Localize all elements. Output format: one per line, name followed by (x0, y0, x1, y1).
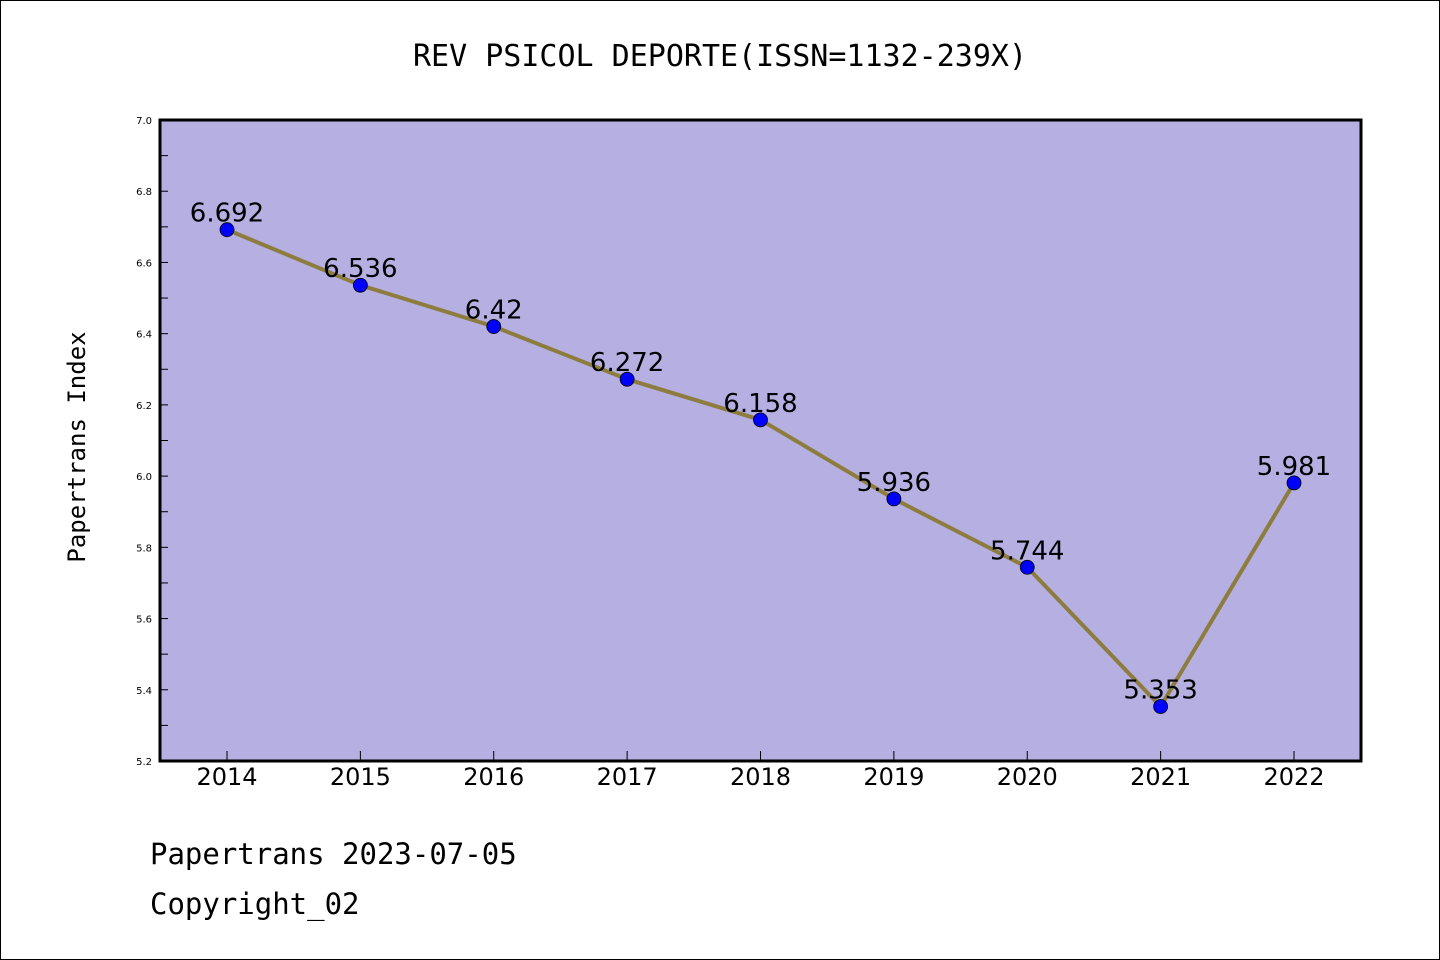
footer-copyright: Copyright_02 (150, 887, 360, 922)
x-tick-label: 2020 (997, 763, 1058, 791)
x-tick-label: 2018 (730, 763, 791, 791)
data-label: 6.158 (723, 389, 797, 419)
data-label: 5.353 (1123, 676, 1197, 706)
x-tick-label: 2017 (597, 763, 658, 791)
data-point (1286, 475, 1302, 491)
footer-date: Papertrans 2023-07-05 (150, 837, 517, 871)
data-point (619, 371, 635, 387)
data-point (219, 222, 235, 238)
data-label: 5.744 (990, 536, 1064, 566)
plot-area (160, 120, 1361, 761)
x-tick-label: 2014 (196, 763, 257, 791)
x-tick-label: 2019 (863, 763, 924, 791)
y-tick-label: 6.0 (136, 472, 152, 483)
data-label: 6.42 (465, 296, 523, 326)
data-point (753, 412, 768, 428)
data-point (352, 277, 368, 293)
data-label: 6.536 (323, 254, 397, 284)
y-axis-ticks: 5.2 5.4 5.6 5.8 6.0 6.2 6.4 6.6 6.8 7.0 (136, 116, 168, 768)
y-tick-label: 5.4 (136, 686, 152, 697)
data-markers (219, 222, 1302, 714)
data-label: 6.272 (590, 348, 664, 378)
plot-border (158, 118, 1363, 763)
y-tick-label: 6.8 (136, 187, 152, 198)
x-tick-label: 2016 (463, 763, 524, 791)
y-tick-label: 6.4 (136, 330, 152, 341)
data-point (1153, 699, 1169, 714)
chart-title: REV PSICOL DEPORTE(ISSN=1132-239X) (413, 39, 1027, 74)
x-tick-label: 2021 (1130, 763, 1191, 791)
y-tick-label: 5.6 (136, 615, 152, 626)
data-point (486, 319, 502, 334)
x-tick-label: 2015 (330, 763, 391, 791)
y-tick-label: 5.8 (136, 543, 152, 554)
data-label: 6.692 (190, 199, 264, 229)
y-tick-label: 6.2 (136, 401, 152, 412)
data-label: 5.936 (857, 468, 931, 498)
data-labels: 6.692 6.536 6.42 6.272 6.158 5.936 5.744 5.353 5… (190, 199, 1331, 706)
y-tick-label: 6.6 (136, 258, 152, 269)
data-point (886, 491, 902, 507)
y-tick-label: 5.2 (136, 757, 152, 768)
y-tick-label: 7.0 (136, 116, 152, 127)
data-point (1019, 559, 1035, 575)
y-axis-label: Papertrans Index (63, 331, 91, 562)
data-label: 5.981 (1257, 452, 1331, 482)
x-tick-label: 2022 (1263, 763, 1324, 791)
x-axis-ticks: 2014 2015 2016 2017 2018 2019 2020 2021 2022 (196, 751, 1325, 791)
